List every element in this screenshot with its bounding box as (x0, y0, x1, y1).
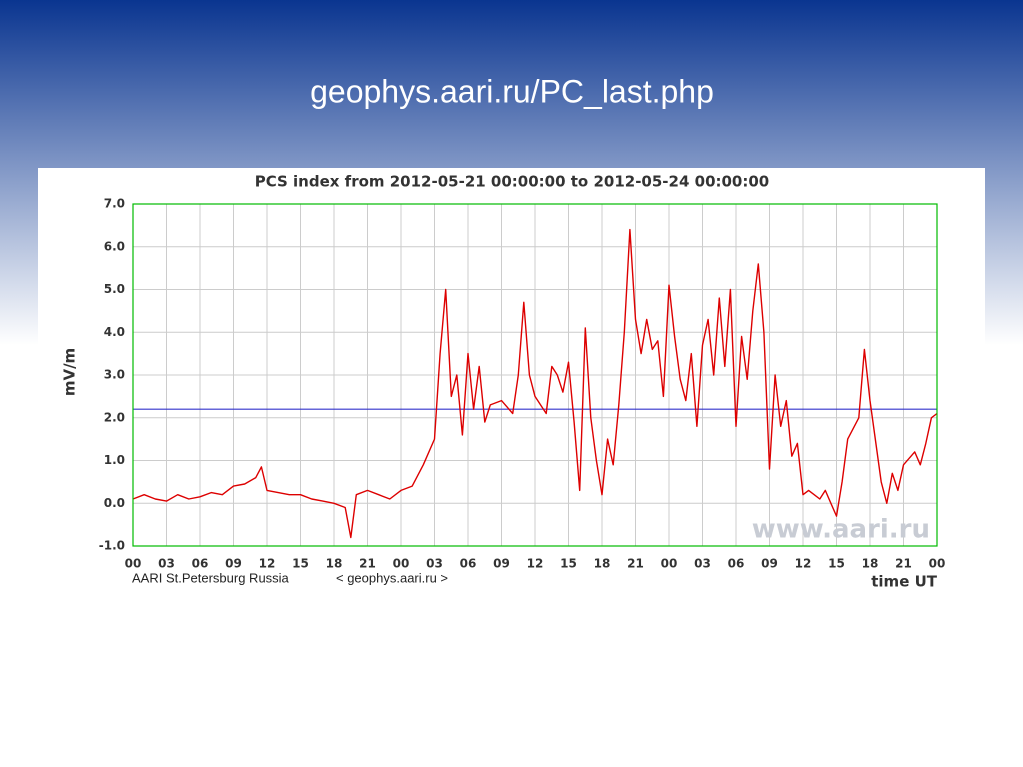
data-line (132, 228, 938, 539)
plot: -1.0 0.0 1.0 2.0 3.0 4.0 5.0 6.0 7.0 00 03 06 09 12 15… (99, 197, 946, 571)
x-tick-label: 00 (393, 557, 410, 571)
x-tick-label: 21 (627, 557, 644, 571)
y-tick-label: -1.0 (99, 539, 125, 553)
x-tick-label: 00 (661, 557, 678, 571)
x-tick-label: 00 (929, 557, 946, 571)
x-tick-label: 09 (761, 557, 778, 571)
chart-title: PCS index from 2012-05-21 00:00:00 to 20… (255, 173, 770, 191)
x-tick-label: 12 (527, 557, 544, 571)
x-tick-label: 15 (292, 557, 309, 571)
x-tick-label: 21 (359, 557, 376, 571)
y-tick-label: 6.0 (104, 239, 125, 253)
y-tick-label: 2.0 (104, 410, 125, 424)
x-tick-label: 03 (694, 557, 711, 571)
x-axis-label: time UT (871, 573, 938, 591)
x-tick-label: 21 (895, 557, 912, 571)
x-tick-label: 15 (560, 557, 577, 571)
slide-title: geophys.aari.ru/PC_last.php (310, 73, 714, 109)
plot-frame (132, 203, 938, 547)
x-tick-label: 06 (192, 557, 209, 571)
x-tick-label: 06 (460, 557, 477, 571)
x-tick-label: 18 (594, 557, 611, 571)
footer-link: < geophys.aari.ru > (336, 570, 448, 585)
watermark: www.aari.ru (752, 515, 930, 545)
x-tick-label: 12 (795, 557, 812, 571)
x-tick-label: 18 (862, 557, 879, 571)
y-tick-label: 1.0 (104, 453, 125, 467)
y-tick-label: 7.0 (104, 197, 125, 211)
x-tick-label: 03 (158, 557, 175, 571)
y-tick-label: 5.0 (104, 282, 125, 296)
x-tick-label: 09 (225, 557, 242, 571)
x-tick-label: 06 (728, 557, 745, 571)
x-tick-label: 03 (426, 557, 443, 571)
x-tick-label: 12 (259, 557, 276, 571)
x-tick-label: 15 (828, 557, 845, 571)
x-tick-label: 00 (125, 557, 142, 571)
y-tick-label: 3.0 (104, 368, 125, 382)
x-tick-label: 18 (326, 557, 343, 571)
chart-panel (38, 168, 985, 600)
footer-left: AARI St.Petersburg Russia (132, 570, 290, 585)
y-tick-label: 4.0 (104, 325, 125, 339)
x-tick-label: 09 (493, 557, 510, 571)
y-axis-label: mV/m (61, 348, 79, 396)
y-tick-label: 0.0 (104, 496, 125, 510)
